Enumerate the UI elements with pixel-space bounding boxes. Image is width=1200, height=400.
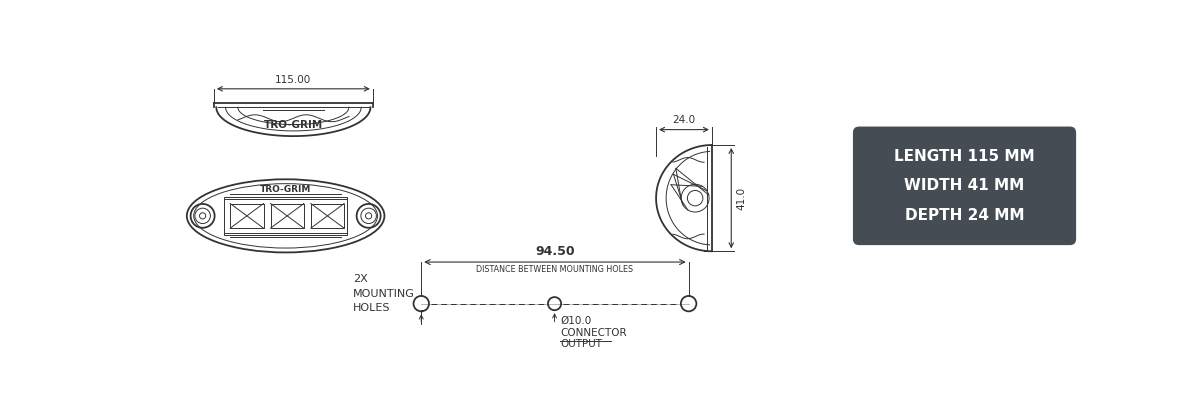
FancyBboxPatch shape xyxy=(853,126,1076,245)
Text: MOUNTING: MOUNTING xyxy=(353,289,415,299)
Bar xyxy=(224,197,347,235)
Text: LENGTH 115 MM: LENGTH 115 MM xyxy=(894,149,1034,164)
Text: 94.50: 94.50 xyxy=(535,245,575,258)
Text: 2X: 2X xyxy=(353,274,368,284)
Text: 115.00: 115.00 xyxy=(275,75,312,85)
Text: 41.0: 41.0 xyxy=(737,186,746,210)
Bar xyxy=(230,204,264,228)
Text: Ø10.0: Ø10.0 xyxy=(560,316,592,326)
Text: DISTANCE BETWEEN MOUNTING HOLES: DISTANCE BETWEEN MOUNTING HOLES xyxy=(476,265,634,274)
Text: HOLES: HOLES xyxy=(353,303,390,313)
Text: 24.0: 24.0 xyxy=(672,115,696,125)
Text: TRO-GRIM: TRO-GRIM xyxy=(264,120,323,130)
Text: WIDTH 41 MM: WIDTH 41 MM xyxy=(905,178,1025,193)
Text: TRO-GRIM: TRO-GRIM xyxy=(260,185,311,194)
Text: CONNECTOR: CONNECTOR xyxy=(560,328,626,338)
Text: OUTPUT: OUTPUT xyxy=(560,339,602,349)
Bar xyxy=(311,204,344,228)
Bar xyxy=(270,204,304,228)
Text: DEPTH 24 MM: DEPTH 24 MM xyxy=(905,208,1025,223)
